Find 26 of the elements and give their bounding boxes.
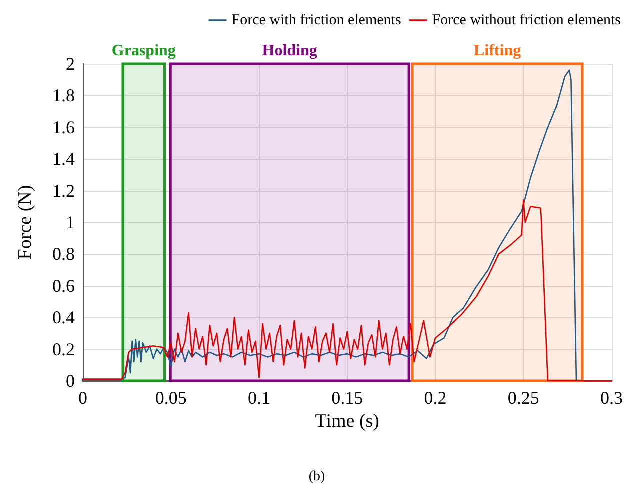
y-tick-label: 1 — [66, 212, 75, 232]
band-label: Holding — [262, 42, 318, 60]
y-tick-label: 0.6 — [52, 276, 75, 296]
y-tick-label: 1.6 — [52, 117, 75, 138]
x-tick-label: 0.05 — [155, 388, 187, 408]
x-axis-title: Time (s) — [315, 410, 380, 432]
legend-label: Force with friction elements — [232, 12, 402, 28]
y-tick-label: 1.2 — [52, 180, 75, 201]
y-tick-label: 0.8 — [52, 244, 75, 264]
band-label: Lifting — [474, 42, 522, 60]
legend-label: Force without friction elements — [432, 12, 622, 28]
x-tick-label: 0 — [78, 388, 88, 408]
y-tick-label: 1.8 — [52, 86, 75, 106]
y-tick-label: 0.4 — [52, 308, 75, 328]
y-tick-label: 1.4 — [52, 149, 75, 170]
y-tick-label: 2 — [66, 54, 75, 74]
y-tick-label: 0 — [66, 371, 75, 391]
x-tick-label: 0.1 — [248, 388, 270, 408]
x-tick-label: 0.3 — [600, 388, 623, 408]
text: (b) — [308, 470, 326, 484]
y-axis-title: Force (N) — [15, 185, 36, 260]
x-tick-label: 0.25 — [508, 388, 540, 408]
y-tick-label: 0.2 — [52, 339, 75, 360]
band-label: Grasping — [112, 42, 176, 60]
x-tick-label: 0.15 — [332, 388, 364, 408]
x-tick-label: 0.2 — [424, 388, 447, 408]
